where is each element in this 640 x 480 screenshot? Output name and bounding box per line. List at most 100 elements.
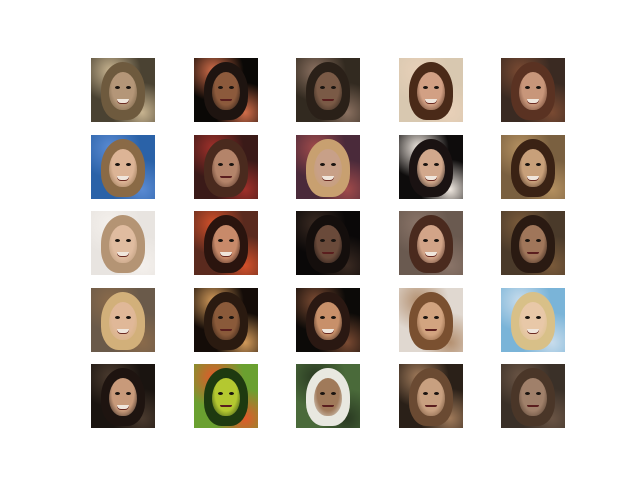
sample-tile	[91, 211, 155, 275]
eye-mark	[115, 239, 120, 242]
sample-tile	[194, 135, 258, 199]
sample-tile	[194, 211, 258, 275]
sample-tile	[501, 288, 565, 352]
eye-mark	[320, 392, 325, 395]
eye-mark	[536, 86, 541, 89]
sample-tile	[501, 364, 565, 428]
mouth-mark	[220, 329, 232, 331]
eye-mark	[126, 392, 131, 395]
eye-mark	[525, 316, 530, 319]
eye-mark	[229, 392, 234, 395]
eye-mark	[331, 86, 336, 89]
sample-tile	[91, 58, 155, 122]
mouth-mark	[527, 405, 539, 407]
sample-tile	[501, 135, 565, 199]
eye-mark	[434, 239, 439, 242]
eye-mark	[218, 239, 223, 242]
face-region	[314, 225, 342, 263]
sample-tile	[91, 135, 155, 199]
sample-tile	[399, 364, 463, 428]
face-region	[417, 72, 445, 110]
face-region	[212, 302, 240, 340]
face-region	[212, 149, 240, 187]
eye-mark	[423, 316, 428, 319]
eye-mark	[115, 86, 120, 89]
mouth-mark	[322, 99, 334, 101]
mouth-mark	[527, 176, 539, 180]
face-region	[417, 302, 445, 340]
eye-mark	[536, 392, 541, 395]
eye-mark	[218, 316, 223, 319]
eye-mark	[115, 163, 120, 166]
eye-mark	[536, 163, 541, 166]
eye-mark	[331, 392, 336, 395]
eye-mark	[115, 392, 120, 395]
eye-mark	[320, 86, 325, 89]
mouth-mark	[220, 176, 232, 178]
mouth-mark	[117, 252, 129, 256]
sample-tile	[296, 288, 360, 352]
face-region	[109, 225, 137, 263]
eye-mark	[115, 316, 120, 319]
eye-mark	[320, 239, 325, 242]
sample-tile	[91, 364, 155, 428]
eye-mark	[423, 86, 428, 89]
face-region	[519, 378, 547, 416]
eye-mark	[229, 163, 234, 166]
mouth-mark	[322, 405, 334, 407]
face-region	[109, 72, 137, 110]
eye-mark	[229, 86, 234, 89]
mouth-mark	[425, 405, 437, 407]
eye-mark	[126, 86, 131, 89]
sample-tile	[399, 135, 463, 199]
mouth-mark	[322, 329, 334, 333]
eye-mark	[525, 392, 530, 395]
eye-mark	[434, 316, 439, 319]
eye-mark	[331, 239, 336, 242]
eye-mark	[218, 86, 223, 89]
face-region	[417, 378, 445, 416]
mouth-mark	[425, 176, 437, 180]
eye-mark	[320, 163, 325, 166]
mouth-mark	[425, 252, 437, 256]
mouth-mark	[220, 99, 232, 101]
face-region	[519, 149, 547, 187]
face-region	[314, 302, 342, 340]
mouth-mark	[322, 252, 334, 254]
sample-tile	[501, 58, 565, 122]
eye-mark	[423, 392, 428, 395]
sample-tile	[194, 58, 258, 122]
eye-mark	[126, 239, 131, 242]
face-region	[417, 225, 445, 263]
face-region	[314, 72, 342, 110]
mouth-mark	[117, 99, 129, 103]
eye-mark	[126, 316, 131, 319]
mouth-mark	[527, 252, 539, 254]
sample-tile	[399, 288, 463, 352]
face-region	[417, 149, 445, 187]
face-region	[314, 378, 342, 416]
face-region	[212, 378, 240, 416]
sample-tile	[296, 135, 360, 199]
eye-mark	[525, 239, 530, 242]
face-region	[212, 225, 240, 263]
eye-mark	[229, 316, 234, 319]
eye-mark	[434, 392, 439, 395]
sample-tile	[194, 364, 258, 428]
eye-mark	[126, 163, 131, 166]
face-region	[519, 302, 547, 340]
eye-mark	[525, 86, 530, 89]
mouth-mark	[117, 329, 129, 333]
sample-tile	[501, 211, 565, 275]
face-region	[314, 149, 342, 187]
mouth-mark	[117, 405, 129, 409]
eye-mark	[331, 316, 336, 319]
eye-mark	[536, 316, 541, 319]
mouth-mark	[117, 176, 129, 180]
sample-tile	[194, 288, 258, 352]
sample-tile	[296, 364, 360, 428]
eye-mark	[320, 316, 325, 319]
eye-mark	[229, 239, 234, 242]
mouth-mark	[527, 99, 539, 103]
